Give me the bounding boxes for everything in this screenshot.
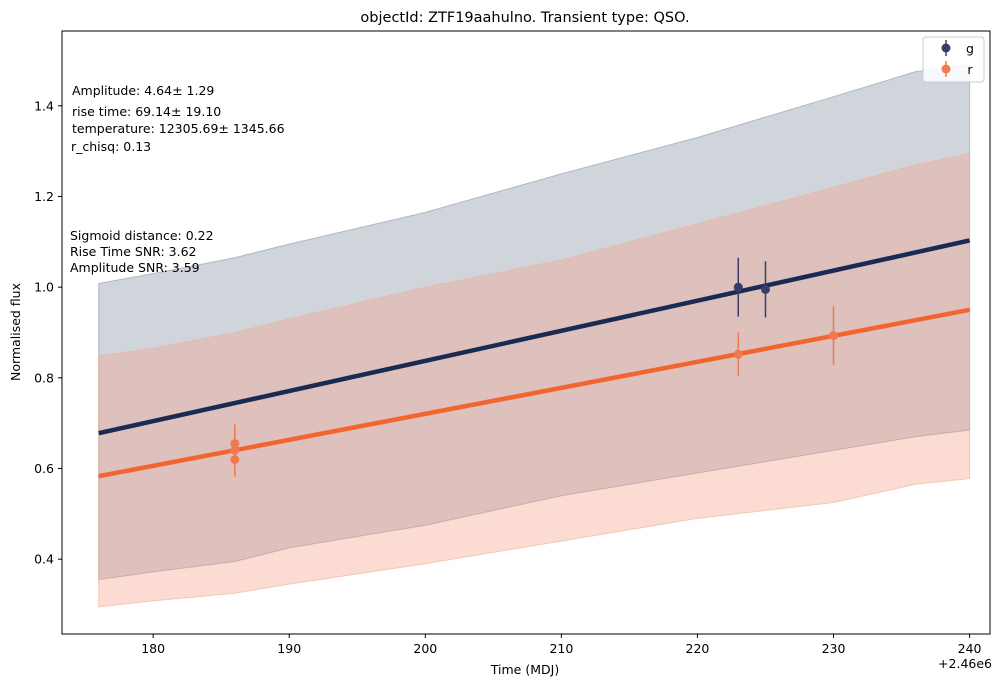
legend-entry-r: r (941, 61, 973, 77)
legend-g-marker (941, 43, 951, 53)
x-tick-label-190: 190 (277, 641, 301, 656)
point-g-1 (760, 284, 770, 294)
annotation-rise-time-snr: Rise Time SNR: 3.62 (70, 244, 197, 259)
data-points (230, 257, 839, 477)
point-r-4 (829, 331, 839, 341)
point-r-2 (230, 454, 240, 464)
annotation-temperature: temperature: 12305.69± 1345.66 (72, 121, 285, 136)
x-tick-label-180: 180 (141, 641, 165, 656)
y-tick-label-4: 1.2 (34, 189, 54, 204)
band-r (98, 152, 971, 608)
x-tick-label-220: 220 (686, 641, 710, 656)
legend: g r (922, 36, 985, 83)
y-tick-label-0: 0.4 (34, 552, 54, 567)
annotation-sigmoid-distance: Sigmoid distance: 0.22 (70, 228, 214, 243)
legend-g-label: g (966, 41, 974, 56)
x-axis-ticks: 180 190 200 210 220 230 240 (141, 634, 982, 656)
x-tick-label-230: 230 (822, 641, 846, 656)
x-axis-offset-label: +2.46e6 (938, 656, 992, 671)
y-axis-label: Normalised flux (8, 283, 23, 381)
y-tick-label-3: 1.0 (34, 280, 54, 295)
point-r-3 (733, 349, 743, 359)
y-axis-ticks: 0.4 0.6 0.8 1.0 1.2 1.4 (34, 98, 62, 567)
annotation-amplitude-snr: Amplitude SNR: 3.59 (70, 260, 200, 275)
fit-line-g (98, 238, 971, 436)
x-axis-label: Time (MDJ) (490, 662, 559, 677)
plot-frame (61, 30, 991, 635)
x-tick-label-200: 200 (413, 641, 437, 656)
legend-box (922, 36, 985, 83)
annotation-r-chisq: r_chisq: 0.13 (71, 139, 151, 154)
y-tick-label-5: 1.4 (34, 98, 54, 113)
annotation-rise-time: rise time: 69.14± 19.10 (72, 104, 221, 119)
legend-r-label: r (967, 62, 973, 77)
annotation-amplitude: Amplitude: 4.64± 1.29 (72, 83, 214, 98)
x-tick-label-210: 210 (549, 641, 573, 656)
y-tick-label-2: 0.8 (34, 370, 54, 385)
point-g-0 (733, 282, 743, 292)
fit-line-r (98, 307, 971, 479)
chart-title: objectId: ZTF19aahulno. Transient type: … (360, 10, 689, 26)
y-tick-label-1: 0.6 (34, 461, 54, 476)
fit-annotations: Amplitude: 4.64± 1.29 rise time: 69.14± … (70, 83, 285, 275)
legend-r-marker (941, 64, 951, 74)
uncertainty-bands (98, 64, 971, 608)
legend-entry-g: g (941, 40, 974, 56)
fit-lines (98, 238, 971, 479)
x-tick-label-240: 240 (958, 641, 982, 656)
